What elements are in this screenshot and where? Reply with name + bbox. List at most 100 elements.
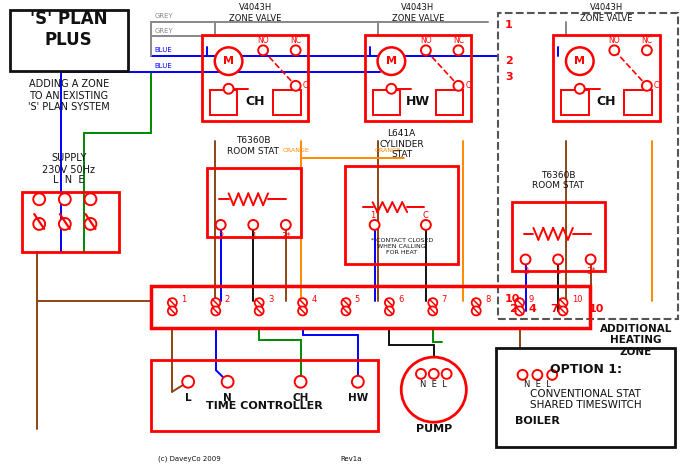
Circle shape <box>518 370 527 380</box>
Text: CH: CH <box>293 393 309 402</box>
Circle shape <box>370 220 380 230</box>
Text: 2: 2 <box>505 56 513 66</box>
Text: 2: 2 <box>509 304 517 314</box>
Text: 9: 9 <box>529 295 534 304</box>
Circle shape <box>221 376 233 388</box>
Text: NO: NO <box>257 36 269 45</box>
Text: HW: HW <box>406 95 430 108</box>
Circle shape <box>342 298 351 307</box>
Text: NC: NC <box>290 36 301 45</box>
Circle shape <box>298 307 307 315</box>
Text: 'S' PLAN
PLUS: 'S' PLAN PLUS <box>30 10 108 49</box>
Text: 4: 4 <box>529 304 536 314</box>
Circle shape <box>609 45 619 55</box>
Circle shape <box>211 307 220 315</box>
Text: NO: NO <box>609 36 620 45</box>
Circle shape <box>472 298 481 307</box>
Circle shape <box>586 255 595 264</box>
Bar <box>150 360 377 431</box>
Circle shape <box>566 47 593 75</box>
Text: M: M <box>223 56 234 66</box>
Circle shape <box>85 193 97 205</box>
Circle shape <box>421 45 431 55</box>
Bar <box>503 365 572 414</box>
Bar <box>365 35 471 121</box>
Circle shape <box>215 47 242 75</box>
Bar <box>22 192 119 252</box>
Text: BLUE: BLUE <box>155 47 172 53</box>
Text: ADDITIONAL
HEATING
ZONE: ADDITIONAL HEATING ZONE <box>600 324 672 357</box>
Circle shape <box>472 307 481 315</box>
Text: 3*: 3* <box>586 267 595 276</box>
Circle shape <box>168 298 177 307</box>
Text: 2: 2 <box>218 232 224 241</box>
Circle shape <box>342 307 351 315</box>
Bar <box>561 90 589 116</box>
Bar <box>273 90 301 116</box>
Text: 3*: 3* <box>281 232 290 241</box>
Circle shape <box>386 84 396 94</box>
Text: GREY: GREY <box>155 13 173 19</box>
Text: 3: 3 <box>505 72 513 82</box>
Text: V4043H
ZONE VALVE: V4043H ZONE VALVE <box>229 3 282 22</box>
Circle shape <box>453 45 464 55</box>
Text: V4043H
ZONE VALVE: V4043H ZONE VALVE <box>580 3 633 22</box>
Text: * CONTACT CLOSED
WHEN CALLING
FOR HEAT: * CONTACT CLOSED WHEN CALLING FOR HEAT <box>371 238 433 255</box>
Text: 4: 4 <box>311 295 317 304</box>
Circle shape <box>33 193 45 205</box>
Text: 1: 1 <box>181 295 186 304</box>
Bar <box>496 348 676 447</box>
Text: CH: CH <box>246 95 265 108</box>
Text: M: M <box>574 56 585 66</box>
Circle shape <box>59 218 71 230</box>
Bar <box>207 168 301 237</box>
Circle shape <box>515 298 524 307</box>
Circle shape <box>385 307 394 315</box>
Bar <box>10 10 128 71</box>
Text: N  E  L: N E L <box>524 380 551 389</box>
Text: 10: 10 <box>505 294 520 304</box>
Circle shape <box>575 84 584 94</box>
Circle shape <box>290 45 301 55</box>
Text: 7: 7 <box>550 304 558 314</box>
Circle shape <box>85 218 97 230</box>
Text: L  N  E: L N E <box>53 175 85 184</box>
Text: 2: 2 <box>225 295 230 304</box>
Circle shape <box>428 298 437 307</box>
Circle shape <box>168 307 177 315</box>
Text: 2: 2 <box>523 267 528 276</box>
Text: C: C <box>654 81 660 90</box>
Text: CH: CH <box>597 95 616 108</box>
Text: ADDING A ZONE
TO AN EXISTING
'S' PLAN SYSTEM: ADDING A ZONE TO AN EXISTING 'S' PLAN SY… <box>28 79 110 112</box>
Text: T6360B
ROOM STAT: T6360B ROOM STAT <box>532 171 584 190</box>
Text: T6360B
ROOM STAT: T6360B ROOM STAT <box>227 136 279 156</box>
Circle shape <box>642 45 652 55</box>
Text: HW: HW <box>348 393 368 402</box>
Text: N: N <box>224 393 232 402</box>
Circle shape <box>211 298 220 307</box>
Bar <box>150 286 590 328</box>
Text: 10: 10 <box>572 295 582 304</box>
Circle shape <box>401 357 466 422</box>
Text: 1: 1 <box>505 20 513 29</box>
Text: 10: 10 <box>589 304 604 314</box>
Circle shape <box>428 307 437 315</box>
Bar <box>202 35 308 121</box>
Text: TIME CONTROLLER: TIME CONTROLLER <box>206 401 322 411</box>
Circle shape <box>248 220 258 230</box>
Text: PUMP: PUMP <box>415 424 452 434</box>
Bar <box>498 13 678 319</box>
Text: NO: NO <box>420 36 432 45</box>
Circle shape <box>533 370 542 380</box>
Circle shape <box>216 220 226 230</box>
Circle shape <box>642 81 652 91</box>
Bar <box>345 166 458 264</box>
Bar <box>553 35 660 121</box>
Text: OPTION 1:: OPTION 1: <box>550 364 622 376</box>
Bar <box>512 202 605 271</box>
Text: 5: 5 <box>355 295 360 304</box>
Text: L: L <box>185 393 191 402</box>
Text: 1": 1" <box>370 211 379 219</box>
Circle shape <box>298 298 307 307</box>
Circle shape <box>377 47 405 75</box>
